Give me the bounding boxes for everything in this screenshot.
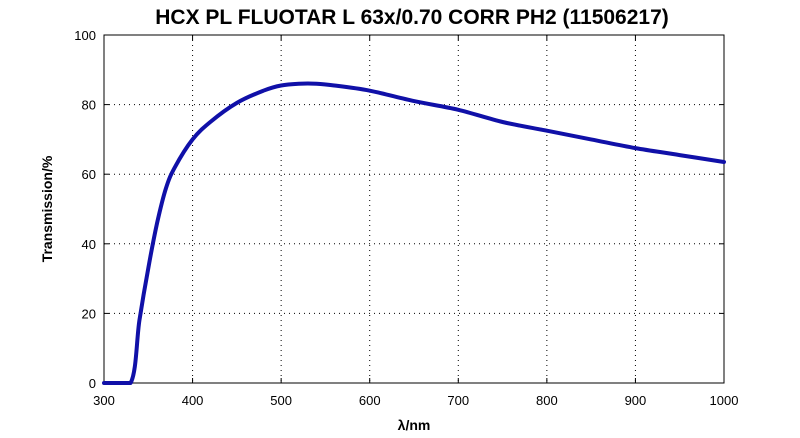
series-point — [679, 154, 681, 156]
series-point — [209, 121, 211, 123]
series-point — [590, 138, 592, 140]
series-point — [262, 90, 265, 92]
series-point — [634, 147, 637, 149]
y-tick-label: 0 — [89, 376, 96, 391]
series-point — [147, 267, 149, 269]
plot-frame — [103, 34, 725, 384]
x-tick-label: 400 — [182, 393, 204, 408]
series-point — [156, 222, 158, 224]
axis-ticks: 300 400 500 600 700 800 900 1000 0 20 40 60 80 100 — [74, 28, 738, 408]
x-tick-label: 800 — [536, 393, 558, 408]
series-point — [369, 90, 371, 92]
x-tick-label: 1000 — [710, 393, 739, 408]
y-tick-label: 80 — [82, 98, 96, 113]
x-tick-label: 300 — [93, 393, 115, 408]
series-point — [280, 84, 282, 87]
series-point — [413, 100, 415, 102]
y-tick-label: 60 — [82, 167, 96, 182]
series-point — [457, 109, 459, 111]
y-tick-label: 100 — [74, 28, 96, 43]
series-point — [191, 138, 194, 140]
series-point — [315, 83, 318, 85]
series-point — [103, 382, 105, 384]
transmission-series-line — [102, 81, 726, 385]
x-axis-label: λ/nm — [398, 417, 431, 433]
x-tick-label: 900 — [625, 393, 647, 408]
series-point — [129, 382, 132, 384]
series-point — [236, 102, 238, 104]
y-tick-label: 40 — [82, 237, 96, 252]
grid-lines — [104, 35, 724, 383]
series-point — [333, 84, 335, 87]
x-tick-label: 500 — [270, 393, 292, 408]
x-tick-label: 600 — [359, 393, 381, 408]
series-point — [165, 187, 167, 189]
series-point — [138, 319, 141, 321]
series-point — [298, 83, 300, 85]
chart-title: HCX PL FLUOTAR L 63x/0.70 CORR PH2 (1150… — [155, 6, 669, 29]
series-point — [723, 161, 725, 163]
series-point — [546, 130, 548, 132]
series-point — [174, 166, 176, 168]
series-point — [501, 121, 504, 123]
y-tick-label: 20 — [82, 306, 96, 321]
y-axis-label: Transmission/% — [39, 155, 55, 262]
x-tick-label: 700 — [447, 393, 469, 408]
series-layer — [102, 81, 726, 385]
